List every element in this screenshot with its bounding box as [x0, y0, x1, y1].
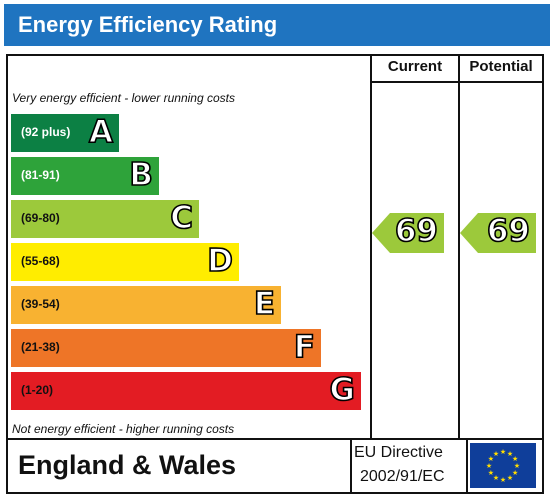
header-rule: [370, 81, 542, 83]
rating-table: Current Potential Very energy efficient …: [6, 54, 544, 440]
band-range: (92 plus): [21, 125, 71, 139]
footer: England & Wales EU Directive 2002/91/EC …: [6, 440, 544, 494]
star-icon: ★: [500, 476, 506, 484]
potential-rating-arrow: [460, 213, 536, 253]
band-d: (55-68) D: [11, 242, 239, 281]
band-letter: A: [88, 113, 114, 151]
star-icon: ★: [514, 462, 520, 470]
star-icon: ★: [486, 462, 492, 470]
band-a: (92 plus) A: [11, 113, 119, 152]
divider-current: [370, 56, 372, 438]
directive-line-1: EU Directive: [354, 444, 443, 461]
eu-flag-icon: ★ ★★★★★★★★★★★: [470, 443, 536, 488]
band-letter: B: [129, 156, 154, 194]
note-inefficient: Not energy efficient - higher running co…: [12, 422, 235, 436]
note-efficient: Very energy efficient - lower running co…: [12, 91, 235, 105]
star-icon: ★: [512, 469, 518, 477]
band-f: (21-38) F: [11, 328, 321, 367]
star-icon: ★: [500, 448, 506, 456]
band-g: (1-20) G: [11, 371, 361, 410]
current-rating-value: 69: [394, 212, 439, 250]
band-range: (55-68): [21, 254, 60, 268]
star-icon: ★: [507, 474, 513, 482]
current-rating: 69: [372, 212, 444, 253]
band-letter: E: [253, 285, 276, 323]
current-rating-arrow: [372, 213, 444, 253]
band-range: (21-38): [21, 340, 60, 354]
band-range: (81-91): [21, 168, 60, 182]
star-icon: ★: [493, 450, 499, 458]
band-e: (39-54) E: [11, 285, 281, 324]
footer-divider-1: [350, 440, 352, 492]
band-letter: C: [169, 199, 193, 237]
star-icon: ★: [488, 469, 494, 477]
band-c: (69-80) C: [11, 199, 199, 238]
star-icon: ★: [512, 455, 518, 463]
divider-potential: [458, 56, 460, 438]
footer-divider-2: [466, 440, 468, 492]
band-range: (69-80): [21, 211, 60, 225]
band-letter: F: [293, 328, 316, 366]
band-letter: D: [206, 242, 233, 280]
potential-rating: 69: [460, 212, 536, 253]
column-potential-header: Potential: [469, 58, 533, 75]
star-icon: ★: [507, 450, 513, 458]
band-letter: G: [329, 371, 356, 409]
star-icon: ★: [493, 474, 499, 482]
band-range: (1-20): [21, 383, 54, 397]
page-title: Energy Efficiency Rating: [18, 12, 278, 37]
band-range: (39-54): [21, 297, 60, 311]
star-icon: ★: [488, 455, 494, 463]
header-bar: Energy Efficiency Rating: [4, 4, 550, 46]
directive-line-2: 2002/91/EC: [360, 468, 445, 485]
region-label: England & Wales: [18, 450, 237, 480]
potential-rating-value: 69: [486, 212, 531, 250]
band-b: (81-91) B: [11, 156, 159, 195]
column-current-header: Current: [387, 58, 443, 75]
